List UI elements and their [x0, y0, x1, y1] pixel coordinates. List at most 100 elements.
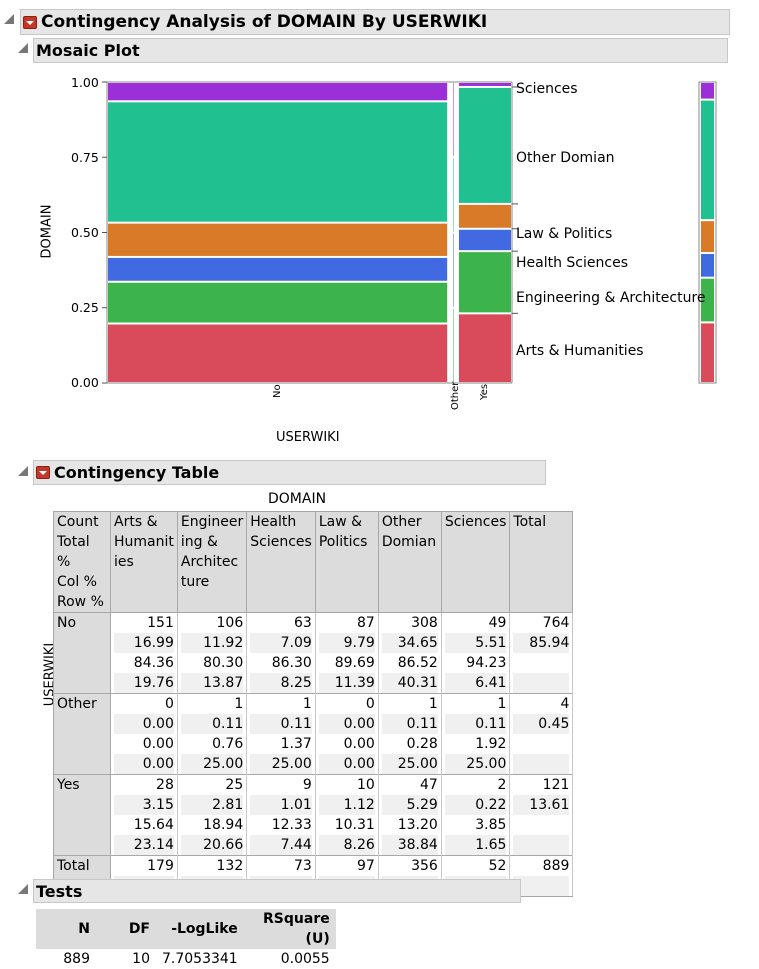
- table-cell: 308 34.65 86.52 40.31: [377, 612, 442, 694]
- mosaic-cell-other-4[interactable]: [453, 158, 454, 232]
- col-header-line: Total: [513, 514, 547, 530]
- mosaic-cell-no-1[interactable]: [108, 282, 448, 323]
- cell-value: 34.65: [381, 633, 438, 653]
- cell-value: 2.81: [180, 795, 244, 815]
- table-cell: 764 85.94: [509, 612, 574, 694]
- report-menu-icon[interactable]: [23, 15, 37, 29]
- column-var-label: DOMAIN: [268, 491, 327, 507]
- legend-label-arts: Arts & Humanities: [516, 343, 644, 359]
- legend-label-sciences: Sciences: [516, 81, 578, 97]
- mosaic-disclosure-icon[interactable]: [18, 43, 28, 53]
- contingency-menu-icon[interactable]: [36, 466, 50, 479]
- mosaic-cell-yes-2[interactable]: [458, 229, 511, 251]
- mosaic-cell-yes-1[interactable]: [458, 252, 511, 313]
- x-axis-label: USERWIKI: [276, 430, 340, 445]
- mosaic-cell-no-4[interactable]: [108, 102, 448, 222]
- report-disclosure-icon[interactable]: [4, 14, 14, 24]
- contingency-disclosure-icon[interactable]: [18, 466, 28, 476]
- cell-value: 25.00: [180, 754, 244, 774]
- mosaic-cell-no-3[interactable]: [108, 223, 448, 256]
- cell-value: 889: [542, 858, 570, 874]
- mosaic-cell-yes-4[interactable]: [458, 87, 511, 203]
- tests-header-n: N: [36, 909, 96, 949]
- col-header-other-domian: Other Domian: [377, 511, 442, 613]
- x-tick-label-other: Other: [450, 381, 461, 410]
- tests-table: N DF -LogLike RSquare (U) 889 10 7.70533…: [36, 909, 336, 969]
- corner-line: Total %: [57, 534, 90, 570]
- table-cell: 10 1.12 10.31 8.26: [314, 774, 379, 856]
- cell-value: 132: [216, 858, 244, 874]
- tests-disclosure-icon[interactable]: [18, 884, 28, 894]
- tests-header-df: DF: [96, 909, 156, 949]
- col-header-arts: Arts & Humanit ies: [110, 511, 178, 613]
- cell-value: 8.26: [318, 835, 375, 855]
- mosaic-cell-yes-0[interactable]: [458, 314, 511, 382]
- col-header-engineering: Engineer ing & Architec ture: [176, 511, 248, 613]
- cell-value: 1.37: [280, 736, 312, 752]
- cell-value: 5.51: [444, 633, 507, 653]
- y-tick-label-100: 1.00: [71, 75, 99, 90]
- mosaic-cell-yes-3[interactable]: [458, 204, 511, 228]
- col-header-line: ing &: [180, 534, 218, 550]
- y-tick-label-000: 0.00: [71, 375, 99, 390]
- cell-value: 13.20: [397, 817, 438, 833]
- cell-value: 0.11: [250, 714, 312, 734]
- legend-label-engineering: Engineering & Architecture: [516, 290, 706, 306]
- col-header-line: ture: [180, 574, 210, 590]
- cell-value: 1: [428, 696, 438, 712]
- tests-value-n: 889: [63, 951, 90, 967]
- cell-value: 7.09: [250, 633, 312, 653]
- table-cell: 4 0.45: [509, 693, 574, 775]
- col-header-sciences: Sciences: [440, 511, 511, 613]
- cell-value: 11.92: [180, 633, 244, 653]
- cell-value: 179: [147, 858, 174, 874]
- cell-value: 0.00: [114, 714, 174, 734]
- cell-value: 1: [302, 696, 312, 712]
- cell-value: 121: [542, 777, 570, 793]
- cell-value: 9: [302, 777, 312, 793]
- cell-value: 1: [234, 696, 244, 712]
- cell-value: 0.00: [142, 736, 174, 752]
- cell-value: 15.64: [133, 817, 174, 833]
- tests-value-row: 889 10 7.7053341 0.0055: [36, 949, 336, 969]
- cell-value: 84.36: [133, 655, 174, 671]
- mosaic-cell-other-2[interactable]: [453, 233, 454, 307]
- row-header: Yes: [53, 774, 111, 856]
- table-row: No 151 16.99 84.36 19.76 106 11.92 80.30 13.87 63…: [53, 612, 574, 694]
- col-header-line: Engineer: [180, 514, 244, 530]
- cell-value: 0.76: [212, 736, 244, 752]
- table-cell: 1 0.11 1.37 25.00: [246, 693, 316, 775]
- row-header: No: [53, 612, 111, 694]
- mosaic-cell-no-5[interactable]: [108, 83, 448, 101]
- cell-value: 89.69: [334, 655, 375, 671]
- report-header: Contingency Analysis of DOMAIN By USERWI…: [20, 9, 730, 35]
- table-cell: 151 16.99 84.36 19.76: [110, 612, 178, 694]
- legend-label-health-sciences: Health Sciences: [516, 255, 628, 271]
- cell-value: 47: [419, 777, 438, 793]
- contingency-title: Contingency Table: [54, 463, 220, 482]
- cell-value: 80.30: [203, 655, 244, 671]
- mosaic-cell-yes-5[interactable]: [458, 83, 511, 86]
- cell-value: 25.00: [250, 754, 312, 774]
- legend-label-law-politics: Law & Politics: [516, 226, 613, 242]
- mosaic-cell-other-5[interactable]: [453, 83, 454, 157]
- cell-value: 356: [411, 858, 438, 874]
- legend-swatch-1: [701, 278, 714, 322]
- cell-value: 0: [164, 696, 174, 712]
- mosaic-cell-no-0[interactable]: [108, 324, 448, 382]
- cell-value: 1.65: [444, 835, 507, 855]
- corner-line: Col %: [57, 574, 97, 590]
- cell-value: 94.23: [466, 655, 507, 671]
- y-tick-label-050: 0.50: [71, 225, 99, 240]
- mosaic-header: Mosaic Plot: [33, 38, 728, 63]
- mosaic-cell-other-1[interactable]: [453, 308, 454, 382]
- cell-value: [513, 835, 570, 855]
- mosaic-cell-no-2[interactable]: [108, 257, 448, 281]
- cell-value: 16.99: [114, 633, 174, 653]
- legend-swatch-2: [701, 253, 714, 277]
- table-cell: 0 0.00 0.00 0.00: [110, 693, 178, 775]
- cell-value: [513, 754, 570, 774]
- cell-value: 18.94: [203, 817, 244, 833]
- cell-value: 7.44: [250, 835, 312, 855]
- cell-value: 3.15: [114, 795, 174, 815]
